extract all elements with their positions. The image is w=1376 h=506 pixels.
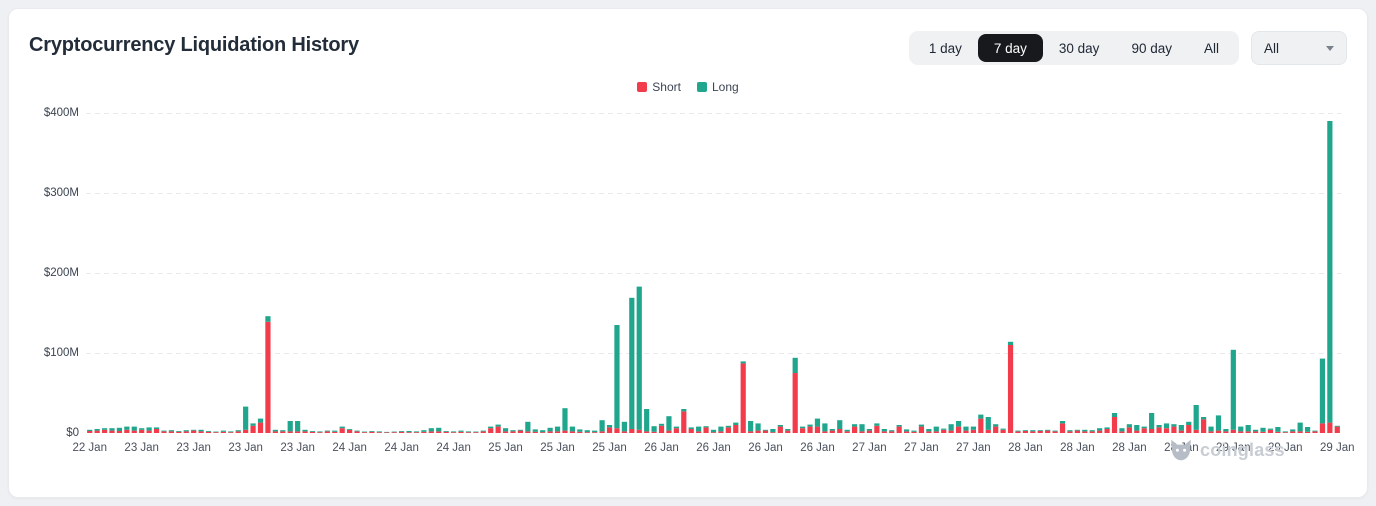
y-axis-tick-label: $0: [66, 427, 79, 439]
legend-item-long[interactable]: Long: [696, 80, 739, 94]
symbol-filter-dropdown[interactable]: All: [1251, 31, 1347, 65]
chart-controls: 1 day 7 day 30 day 90 day All All: [908, 31, 1347, 65]
x-axis-tick-label: 23 Jan: [280, 442, 315, 454]
coinglass-logo-icon: [1171, 439, 1191, 461]
y-axis-tick-label: $400M: [43, 107, 79, 119]
symbol-filter-value: All: [1264, 40, 1280, 56]
x-axis-tick-label: 28 Jan: [1060, 442, 1095, 454]
x-axis-tick-label: 27 Jan: [852, 442, 887, 454]
short-legend-swatch-icon: [637, 82, 648, 92]
liquidation-chart: $0 $100M $200M $300M $400M coinglass 22 Jan 2…: [9, 107, 1369, 473]
chart-legend: Short Long: [9, 80, 1367, 94]
x-axis-tick-label: 27 Jan: [956, 442, 991, 454]
page-title: Cryptocurrency Liquidation History: [29, 34, 359, 56]
y-axis-tick-label: $200M: [43, 267, 79, 279]
legend-item-short[interactable]: Short: [637, 80, 681, 94]
x-axis-tick-label: 26 Jan: [644, 442, 679, 454]
x-axis-tick-label: 24 Jan: [332, 442, 367, 454]
range-button-30-day[interactable]: 30 day: [1043, 34, 1116, 62]
x-axis-tick-label: 23 Jan: [176, 442, 211, 454]
x-axis-tick-label: 22 Jan: [72, 442, 107, 454]
legend-label-long: Long: [711, 80, 739, 94]
x-axis-tick-label: 24 Jan: [436, 442, 471, 454]
chevron-down-icon: [1326, 45, 1334, 51]
range-button-all[interactable]: All: [1188, 34, 1235, 62]
range-button-90-day[interactable]: 90 day: [1115, 34, 1188, 62]
x-axis-tick-label: 25 Jan: [488, 442, 523, 454]
x-axis-tick-label: 29 Jan: [1268, 442, 1303, 454]
y-axis-tick-label: $100M: [43, 347, 79, 359]
x-axis-tick-label: 28 Jan: [1112, 442, 1147, 454]
x-axis-tick-label: 25 Jan: [592, 442, 627, 454]
liquidation-history-card: Cryptocurrency Liquidation History 1 day…: [8, 8, 1368, 498]
long-legend-swatch-icon: [696, 82, 707, 92]
chart-plot-area[interactable]: [86, 113, 1341, 434]
x-axis-tick-label: 23 Jan: [228, 442, 263, 454]
x-axis-tick-label: 24 Jan: [384, 442, 419, 454]
x-axis-tick-label: 29 Jan: [1216, 442, 1251, 454]
y-axis-tick-label: $300M: [43, 187, 79, 199]
x-axis-tick-label: 29 Jan: [1320, 442, 1355, 454]
range-button-7-day[interactable]: 7 day: [977, 34, 1043, 62]
watermark-text: coinglass: [1200, 439, 1285, 460]
x-axis-tick-label: 26 Jan: [748, 442, 783, 454]
legend-label-short: Short: [652, 80, 681, 94]
x-axis-tick-label: 26 Jan: [696, 442, 731, 454]
range-button-1-day[interactable]: 1 day: [913, 34, 978, 62]
x-axis-tick-label: 23 Jan: [124, 442, 159, 454]
x-axis-tick-label: 27 Jan: [904, 442, 939, 454]
coinglass-watermark: coinglass: [1169, 439, 1285, 461]
x-axis-tick-label: 28 Jan: [1008, 442, 1043, 454]
range-button-group: 1 day 7 day 30 day 90 day All: [908, 31, 1239, 65]
x-axis-tick-label: 26 Jan: [800, 442, 835, 454]
x-axis-tick-label: 25 Jan: [540, 442, 575, 454]
